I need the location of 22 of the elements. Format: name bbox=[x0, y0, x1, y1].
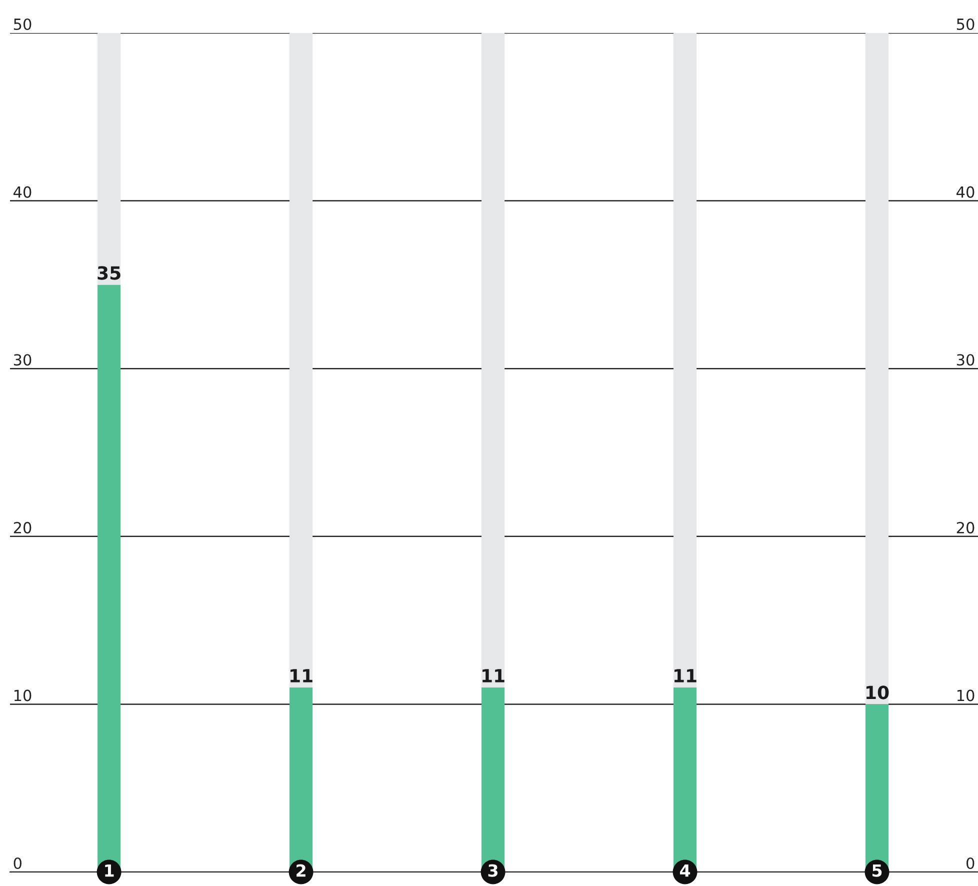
data-label: 11 bbox=[290, 669, 312, 682]
y2-tick-label: 30 bbox=[956, 354, 974, 366]
y2-tick-label: 20 bbox=[956, 522, 974, 534]
y2-tick-label: 0 bbox=[966, 857, 974, 870]
y-tick-label: 10 bbox=[14, 690, 32, 702]
y2-tick-label: 40 bbox=[956, 186, 974, 198]
y-tick-label: 0 bbox=[14, 857, 22, 870]
y2-tick-label: 10 bbox=[957, 690, 974, 702]
x-tick-label: 3 bbox=[488, 864, 498, 877]
x-tick-label: 1 bbox=[105, 864, 114, 877]
y2-tick-label: 50 bbox=[956, 18, 974, 30]
x-tick-label: 5 bbox=[872, 864, 882, 877]
x-tick-label: 2 bbox=[296, 864, 306, 877]
y-tick-label: 40 bbox=[14, 186, 32, 198]
data-label: 11 bbox=[482, 669, 504, 682]
x-tick-label: 4 bbox=[680, 864, 690, 877]
y-tick-label: 20 bbox=[14, 522, 32, 534]
y-tick-label: 50 bbox=[14, 18, 32, 30]
data-label: 35 bbox=[98, 266, 120, 280]
y-tick-label: 30 bbox=[14, 354, 32, 366]
data-label: 10 bbox=[866, 686, 889, 700]
data-label: 11 bbox=[674, 669, 696, 682]
